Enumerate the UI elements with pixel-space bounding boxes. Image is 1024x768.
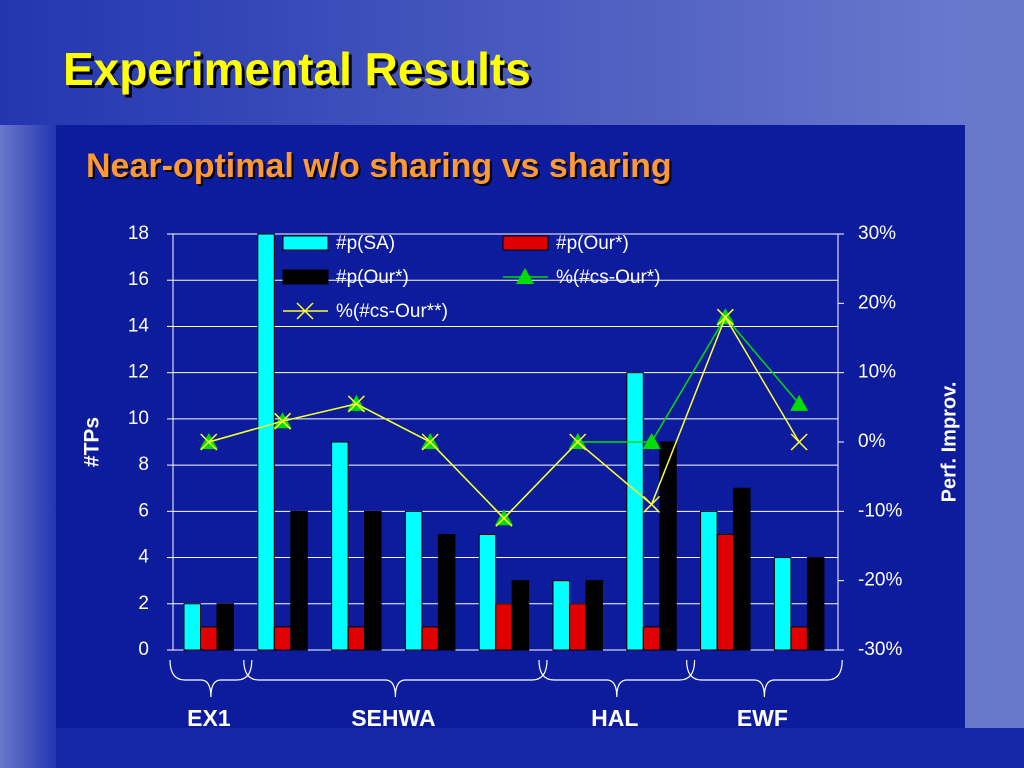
y2-tick-label: -20% (858, 570, 902, 591)
line-marker (716, 308, 734, 326)
y-tick-label: 2 (138, 593, 149, 614)
y2-tick-label: 30% (858, 223, 896, 244)
line-marker (516, 268, 534, 284)
y2-axis-title: Perf. Improv. (938, 382, 960, 503)
bar (200, 626, 218, 651)
bar (273, 626, 292, 651)
bar (552, 580, 570, 651)
y-axis-title: #TPs (81, 417, 104, 467)
bar (216, 603, 234, 651)
y-tick-label: 6 (138, 500, 149, 521)
group-brace (686, 659, 843, 698)
bar (806, 557, 825, 651)
subtitle: Near-optimal w/o sharing vs sharing (86, 147, 672, 185)
bar (331, 441, 349, 651)
title: Experimental Results (63, 43, 531, 95)
top-band (0, 0, 965, 125)
bar (478, 533, 497, 651)
bar (364, 510, 382, 651)
line-marker (569, 433, 587, 451)
y-tick-label: 10 (128, 408, 149, 429)
y-tick-label: 4 (138, 547, 149, 568)
bar (421, 626, 439, 651)
line-marker (274, 412, 292, 430)
bar (257, 233, 275, 651)
line-marker (495, 509, 513, 527)
bar (642, 626, 661, 651)
line-marker (643, 495, 661, 513)
y-tick-label: 12 (128, 362, 149, 383)
line-marker (200, 433, 218, 451)
bar (437, 533, 456, 651)
bar (626, 372, 644, 651)
group-label: EWF (737, 705, 788, 731)
y-tick-label: 8 (138, 454, 149, 475)
legend-label: #p(Our*) (336, 267, 409, 288)
bar (404, 510, 423, 651)
bar (790, 626, 808, 651)
group-label: SEHWA (351, 705, 435, 731)
left-band (0, 125, 56, 768)
group-brace (538, 659, 696, 698)
line-marker (296, 302, 314, 320)
y2-tick-label: -10% (858, 500, 902, 521)
title-shadow: Experimental Results (66, 46, 534, 98)
bar (585, 580, 603, 651)
bar (773, 557, 792, 651)
subtitle-shadow: Near-optimal w/o sharing vs sharing (88, 149, 674, 187)
y2-tick-label: -30% (858, 639, 902, 660)
bar (733, 487, 751, 651)
bar (700, 510, 718, 651)
legend-swatch (282, 269, 329, 285)
bar (511, 580, 530, 651)
bar (495, 603, 513, 651)
legend-label: %(#cs-Our*) (556, 267, 661, 288)
y-tick-label: 14 (128, 315, 150, 336)
bottom-band (56, 728, 1024, 768)
group-brace (243, 659, 548, 698)
line-marker (790, 394, 809, 411)
legend-label: #p(Our*) (556, 233, 629, 254)
y-tick-label: 18 (128, 223, 149, 244)
y2-tick-label: 20% (858, 292, 896, 313)
bar (183, 603, 201, 651)
y2-tick-label: 0% (858, 431, 886, 452)
line-marker (421, 433, 439, 451)
bar (659, 441, 677, 651)
group-label: HAL (591, 705, 638, 731)
line-marker (642, 433, 661, 449)
bar (716, 533, 735, 651)
legend-swatch (282, 235, 329, 251)
bar (569, 603, 587, 651)
legend-swatch (502, 235, 549, 251)
group-brace (169, 659, 253, 698)
y-tick-label: 0 (138, 639, 149, 660)
legend-label: #p(SA) (336, 233, 395, 254)
right-band (965, 0, 1024, 768)
bar (347, 626, 366, 651)
y-tick-label: 16 (128, 269, 149, 290)
line-marker (790, 433, 808, 451)
legend-label: %(#cs-Our**) (336, 301, 448, 322)
bar (290, 510, 308, 651)
y2-tick-label: 10% (858, 362, 896, 383)
group-label: EX1 (187, 705, 231, 731)
line-marker (347, 395, 365, 413)
